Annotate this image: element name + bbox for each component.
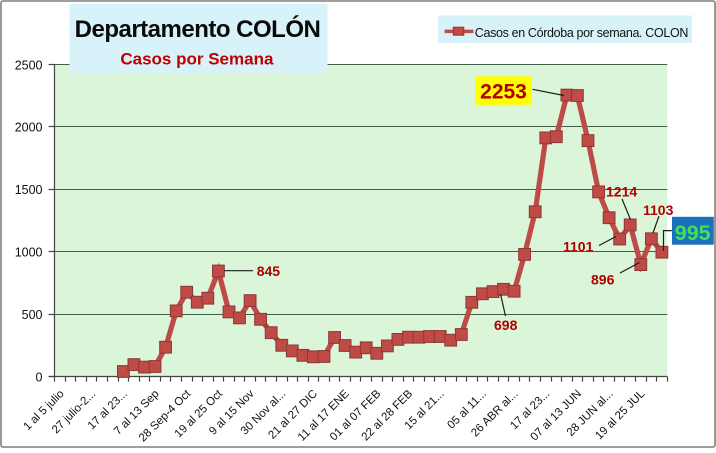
svg-text:500: 500 (22, 308, 43, 322)
svg-text:0: 0 (36, 371, 43, 385)
svg-text:845: 845 (257, 263, 281, 279)
svg-text:1101: 1101 (563, 239, 594, 255)
svg-text:1000: 1000 (15, 246, 43, 260)
svg-text:1500: 1500 (15, 183, 43, 197)
svg-text:2000: 2000 (15, 121, 43, 135)
svg-text:2253: 2253 (480, 81, 527, 104)
svg-text:995: 995 (675, 221, 711, 245)
svg-text:Casos por Semana: Casos por Semana (120, 50, 274, 69)
svg-text:1103: 1103 (643, 202, 674, 218)
svg-text:Departamento COLÓN: Departamento COLÓN (75, 15, 321, 43)
svg-text:1214: 1214 (606, 184, 637, 200)
svg-text:Casos en Córdoba por semana. C: Casos en Córdoba por semana. COLON (475, 26, 689, 40)
svg-text:698: 698 (494, 317, 518, 333)
svg-text:896: 896 (591, 272, 615, 288)
svg-text:2500: 2500 (15, 58, 43, 72)
